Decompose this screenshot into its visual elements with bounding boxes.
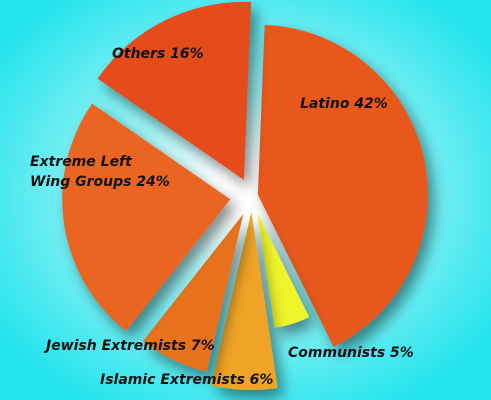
slice-label-3: Islamic Extremists 6%: [100, 372, 273, 388]
pie-slice-6: [97, 1, 252, 180]
pie-slice-1: [257, 24, 428, 347]
slice-label-1: Latino 42%: [300, 96, 388, 112]
pie-labels: Latino 42% Communists 5% Islamic Extremist…: [30, 46, 414, 388]
slice-label-4: Jewish Extremists 7%: [43, 338, 215, 354]
pie-slice-4: [142, 214, 244, 372]
slice-label-2: Communists 5%: [288, 345, 414, 361]
slice-label-6: Others 16%: [112, 46, 204, 62]
pie-slice-3: [211, 211, 278, 390]
pie-slice-2: [257, 213, 310, 328]
slice-label-5: Extreme Left Wing Groups 24%: [30, 154, 170, 190]
pie-slice-5: [62, 103, 231, 332]
pie-slices: [62, 1, 428, 390]
